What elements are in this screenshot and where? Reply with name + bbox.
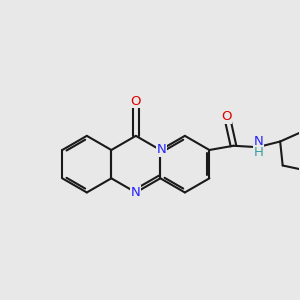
Text: N: N [157, 143, 167, 157]
Text: O: O [221, 110, 232, 123]
Text: N: N [253, 135, 263, 148]
Text: H: H [253, 146, 263, 159]
Text: O: O [130, 95, 141, 108]
Text: N: N [131, 186, 141, 199]
